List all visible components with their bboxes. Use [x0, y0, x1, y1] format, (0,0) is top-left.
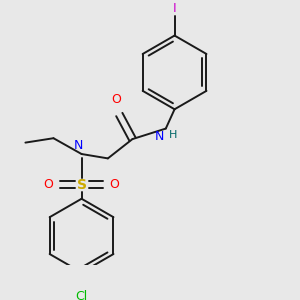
Text: N: N — [155, 130, 164, 143]
Text: O: O — [110, 178, 119, 191]
Text: N: N — [74, 139, 84, 152]
Text: Cl: Cl — [75, 290, 88, 300]
Text: O: O — [44, 178, 53, 191]
Text: I: I — [173, 2, 176, 14]
Text: H: H — [168, 130, 177, 140]
Text: S: S — [76, 178, 87, 192]
Text: O: O — [112, 93, 122, 106]
